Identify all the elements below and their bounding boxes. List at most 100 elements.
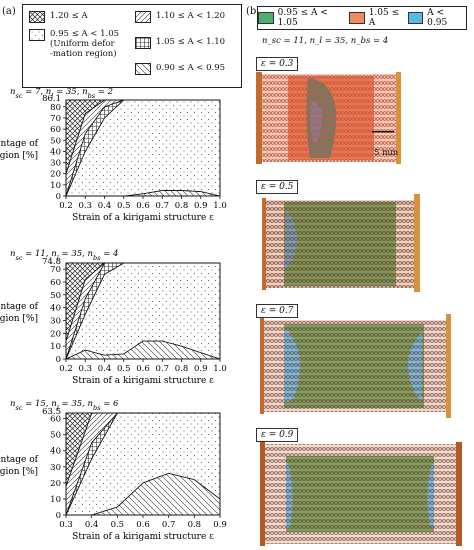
panel-b-info: n_sc = 11, n_l = 35, n_bs = 4 [262, 36, 389, 46]
y-tick-label: 30 [50, 463, 61, 473]
y-tick-label: 20 [50, 170, 61, 180]
x-tick-label: 0.9 [194, 201, 208, 211]
scale-label: 5 mm [374, 148, 399, 158]
clamp-left [256, 72, 262, 164]
photos-svg [256, 72, 462, 546]
chart-header: nsc = 15, nl = 35, nbs = 6 [10, 399, 119, 412]
y-tick-label: 50 [50, 291, 61, 301]
legend-text: 0.90 ≤ A < 0.95 [156, 63, 226, 73]
legend-b-text: 0.95 ≤ A < 1.05 [277, 8, 328, 28]
legend-b-text: A < 0.95 [427, 8, 448, 28]
x-tick-label: 0.4 [85, 520, 99, 530]
clamp-right [414, 194, 420, 292]
y-tick-label: 50 [50, 431, 61, 441]
eps-label-0.5: ε = 0.5 [256, 180, 299, 194]
y-tick-label: 70 [50, 265, 61, 275]
x-tick-label: 0.3 [59, 520, 73, 530]
diag-swatch [135, 11, 151, 23]
x-tick-label: 0.5 [111, 520, 125, 530]
y-tick-label: 80 [50, 103, 61, 113]
y-max-label: 86.1 [42, 94, 61, 104]
panel-b-tag: (b) [246, 6, 261, 17]
photo-eps-0.5 [262, 194, 420, 292]
y-axis-label: Percentage of [0, 302, 39, 312]
x-tick-label: 0.3 [78, 201, 92, 211]
chart-header: nsc = 11, nl = 35, nbs = 4 [10, 249, 118, 262]
legend-b-item: 1.05 ≤ A [349, 8, 407, 28]
x-axis-label: Strain of a kirigami structure ε [72, 213, 214, 223]
orange-swatch [349, 12, 365, 24]
x-tick-label: 1.0 [213, 201, 227, 211]
legend-item-diag: 1.10 ≤ A < 1.20 [135, 11, 225, 23]
photo-eps-0.7 [260, 314, 451, 418]
eps-label-0.9: ε = 0.9 [256, 428, 299, 442]
legend-a: 1.20 ≤ A 0.95 ≤ A < 1.05 (Uniform defor … [22, 4, 242, 88]
y-tick-label: 10 [50, 495, 61, 505]
legend-item-dots: 0.95 ≤ A < 1.05 (Uniform defor -mation r… [29, 29, 119, 59]
y-tick-label: 50 [50, 136, 61, 146]
clamp-right [446, 314, 451, 418]
charts-svg: nsc = 7, nl = 35, nbs = 2010203040506070… [0, 87, 227, 542]
x-tick-label: 0.2 [59, 201, 73, 211]
legend-item-grid: 1.05 ≤ A < 1.10 [135, 37, 225, 49]
x-tick-label: 0.7 [155, 201, 169, 211]
y-tick-label: 40 [50, 147, 61, 157]
eps-label-0.7: ε = 0.7 [256, 304, 299, 318]
y-tick-label: 40 [50, 304, 61, 314]
x-tick-label: 0.9 [194, 364, 208, 374]
x-axis-label: Strain of a kirigami structure ε [72, 376, 214, 386]
y-tick-label: 0 [56, 355, 61, 365]
y-axis-label: each region [%] [0, 467, 38, 477]
clamp-left [260, 318, 264, 414]
x-tick-label: 1.0 [213, 364, 227, 374]
mesh-pattern [266, 200, 414, 288]
x-tick-label: 0.8 [188, 520, 202, 530]
y-max-label: 74.8 [42, 257, 61, 267]
mesh-pattern [262, 74, 396, 162]
x-tick-label: 0.3 [78, 364, 92, 374]
blue-swatch [407, 12, 424, 24]
legend-item-antidiag: 0.90 ≤ A < 0.95 [135, 63, 225, 75]
photo-eps-0.3 [256, 72, 401, 164]
x-tick-label: 0.8 [175, 201, 189, 211]
y-tick-label: 10 [50, 181, 61, 191]
y-tick-label: 20 [50, 479, 61, 489]
y-tick-label: 60 [50, 415, 61, 425]
clamp-left [262, 198, 266, 290]
legend-item-crosshatch: 1.20 ≤ A [29, 11, 88, 23]
chart-header: nsc = 7, nl = 35, nbs = 2 [10, 87, 113, 100]
y-tick-label: 60 [50, 125, 61, 135]
crosshatch-swatch [29, 11, 45, 23]
y-axis-label: each region [%] [0, 151, 38, 161]
dots-swatch [29, 29, 45, 41]
clamp-left [260, 442, 265, 546]
y-axis-label: each region [%] [0, 314, 38, 324]
x-tick-label: 0.6 [136, 520, 150, 530]
y-tick-label: 60 [50, 278, 61, 288]
charts-root: nsc = 7, nl = 35, nbs = 2010203040506070… [0, 87, 227, 542]
y-axis-label: Percentage of [0, 455, 39, 465]
y-max-label: 63.5 [42, 407, 61, 417]
y-tick-label: 40 [50, 447, 61, 457]
x-tick-label: 0.5 [117, 364, 131, 374]
legend-b-item: 0.95 ≤ A < 1.05 [258, 8, 349, 28]
legend-b: 0.95 ≤ A < 1.05 1.05 ≤ A A < 0.95 [257, 6, 467, 30]
y-tick-label: 30 [50, 159, 61, 169]
green-swatch [258, 12, 274, 24]
scale-bar [372, 131, 394, 133]
antidiag-swatch [135, 63, 151, 75]
photo-eps-0.9 [260, 442, 462, 546]
y-tick-label: 10 [50, 342, 61, 352]
legend-b-text: 1.05 ≤ A [368, 8, 400, 28]
panel-a-tag: (a) [2, 6, 16, 17]
legend-text: 1.20 ≤ A [50, 11, 88, 21]
x-tick-label: 0.2 [59, 364, 73, 374]
y-tick-label: 30 [50, 316, 61, 326]
y-axis-label: Percentage of [0, 139, 39, 149]
x-tick-label: 0.6 [136, 201, 150, 211]
chart-3: nsc = 15, nl = 35, nbs = 6 0 10 20 30 40 50 606… [0, 399, 227, 542]
x-tick-label: 0.4 [98, 201, 112, 211]
y-tick-label: 0 [56, 511, 61, 521]
y-tick-label: 0 [56, 192, 61, 202]
x-tick-label: 0.6 [136, 364, 150, 374]
